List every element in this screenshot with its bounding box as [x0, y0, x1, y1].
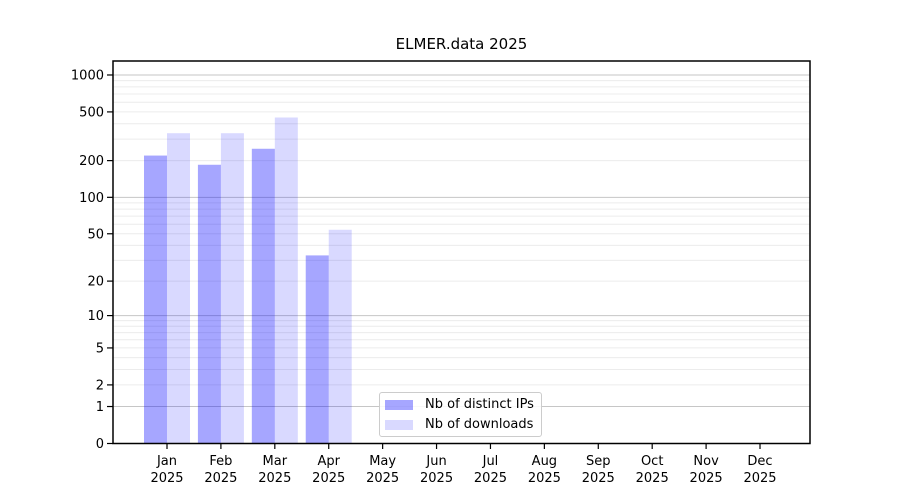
x-tick-label-month: Feb: [209, 454, 232, 469]
y-tick-label: 0: [96, 437, 104, 452]
y-tick-label: 5: [96, 341, 104, 356]
x-tick-label-month: Sep: [586, 454, 611, 469]
y-tick-label: 1000: [71, 68, 104, 83]
bar-mar-distinct-ips: [251, 148, 275, 444]
x-tick-label-year: 2025: [420, 471, 453, 486]
x-tick-label-year: 2025: [743, 471, 776, 486]
bar-mar-downloads: [274, 117, 298, 444]
x-tick-label-month: Dec: [747, 454, 772, 469]
legend-label: Nb of downloads: [425, 417, 534, 432]
bar-jan-distinct-ips: [144, 155, 167, 444]
x-tick-label-year: 2025: [204, 471, 237, 486]
bar-feb-downloads: [220, 133, 244, 444]
y-tick-label: 20: [87, 275, 104, 290]
bar-apr-distinct-ips: [305, 255, 329, 444]
plot-border: [112, 60, 811, 445]
bar-jan-downloads: [167, 133, 190, 444]
x-tick-label-month: Nov: [693, 454, 719, 469]
legend-label: Nb of distinct IPs: [425, 397, 534, 412]
x-tick-label-year: 2025: [258, 471, 291, 486]
x-tick-label-month: Oct: [641, 454, 663, 469]
x-tick-label-year: 2025: [582, 471, 615, 486]
x-tick-label-month: Aug: [532, 454, 557, 469]
x-tick-label-year: 2025: [150, 471, 183, 486]
x-tick-label-year: 2025: [366, 471, 399, 486]
y-tick-label: 1: [96, 400, 104, 415]
y-tick-label: 10: [87, 309, 104, 324]
x-tick-label-year: 2025: [312, 471, 345, 486]
chart-title: ELMER.data 2025: [395, 35, 528, 53]
x-tick-label-month: May: [369, 454, 396, 469]
legend-swatch: [385, 399, 413, 410]
x-tick-label-year: 2025: [690, 471, 723, 486]
x-tick-label-month: Jan: [156, 454, 177, 469]
y-tick-label: 50: [87, 227, 104, 242]
x-tick-label-month: Jul: [482, 454, 499, 469]
y-tick-label: 100: [79, 191, 104, 206]
x-tick-label-month: Jun: [425, 454, 446, 469]
legend: Nb of distinct IPs Nb of downloads: [379, 392, 542, 437]
y-tick-label: 500: [79, 105, 104, 120]
bar-feb-distinct-ips: [197, 164, 221, 444]
x-tick-label-month: Apr: [317, 454, 340, 469]
y-tick-label: 2: [96, 378, 104, 393]
legend-swatch: [385, 419, 413, 430]
legend-item-downloads: Nb of downloads: [385, 415, 534, 434]
x-tick-label-year: 2025: [636, 471, 669, 486]
x-tick-label-month: Mar: [263, 454, 288, 469]
bar-apr-downloads: [328, 229, 352, 444]
legend-item-distinct-ips: Nb of distinct IPs: [385, 395, 534, 414]
y-tick-label: 200: [79, 154, 104, 169]
x-tick-label-year: 2025: [528, 471, 561, 486]
x-tick-label-year: 2025: [474, 471, 507, 486]
